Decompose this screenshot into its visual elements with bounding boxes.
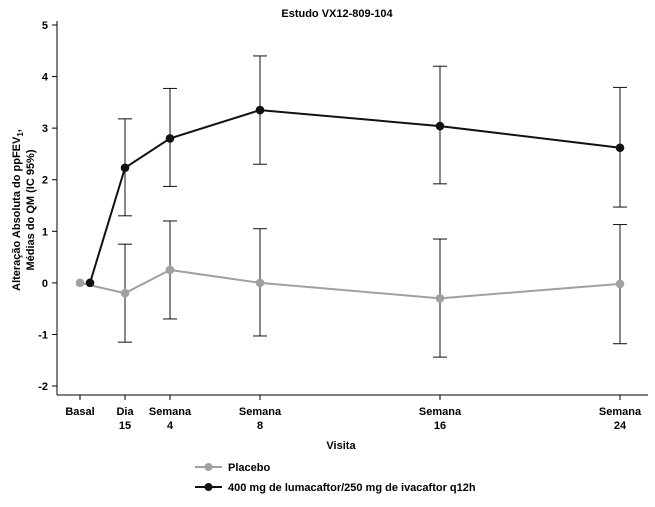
legend-label: Placebo (228, 462, 270, 474)
data-point (85, 278, 95, 288)
series-line (89, 109, 621, 284)
y-axis-label-subscript: 1 (16, 132, 25, 137)
y-axis-label-suffix: , (11, 129, 23, 132)
legend: Placebo 400 mg de lumacaftor/250 mg de iv… (195, 462, 476, 494)
y-tick-label: -1 (38, 329, 48, 341)
x-tick-label: Semana (239, 406, 282, 418)
y-tick-label: 2 (42, 175, 48, 187)
x-tick-label-line2: 8 (257, 420, 263, 432)
x-tick-label-line2: 24 (614, 420, 627, 432)
x-axis-label: Visita (326, 440, 356, 452)
y-tick-label: 4 (42, 72, 49, 84)
x-tick-label: Semana (419, 406, 462, 418)
data-point (165, 265, 175, 275)
legend-swatch-marker (204, 463, 213, 471)
data-point (165, 134, 175, 143)
data-point (435, 121, 445, 131)
x-tick-label: Semana (149, 406, 192, 418)
data-point (120, 163, 130, 173)
x-tick-label-line2: 16 (434, 420, 446, 432)
chart-title: Estudo VX12-809-104 (281, 8, 393, 20)
legend-swatch-marker (204, 483, 213, 491)
x-tick-label-line2: 4 (167, 420, 174, 432)
data-point (615, 143, 625, 153)
data-point (435, 294, 445, 303)
data-point (75, 278, 85, 288)
plot-area (75, 55, 627, 358)
y-axis-label-line2: Médias do QM (IC 95%) (25, 149, 37, 270)
x-tick-label: Dia (116, 406, 134, 418)
y-tick-label: -2 (38, 381, 48, 393)
x-tick-label: Semana (599, 406, 642, 418)
x-tick-label-line2: 15 (119, 420, 131, 432)
y-tick-label: 5 (42, 20, 48, 32)
y-axis-label-line1: Alteração Absoluta do ppFEV (11, 136, 23, 291)
y-tick-label: 1 (42, 226, 48, 238)
series-line (79, 268, 621, 300)
x-tick-label: Basal (65, 406, 94, 418)
data-point (120, 288, 130, 298)
y-axis-label: Alteração Absoluta do ppFEV1, (11, 129, 25, 291)
y-tick-label: 3 (42, 123, 48, 135)
y-tick-label: 0 (42, 278, 48, 290)
data-point (615, 279, 625, 289)
axes: 5 4 3 2 1 0 -1 -2 Basal Dia 15 Semana 4 Semana 8 Semana… (38, 20, 648, 432)
data-point (255, 278, 265, 288)
legend-label: 400 mg de lumacaftor/250 mg de ivacaftor… (228, 482, 476, 494)
data-point (255, 105, 265, 115)
